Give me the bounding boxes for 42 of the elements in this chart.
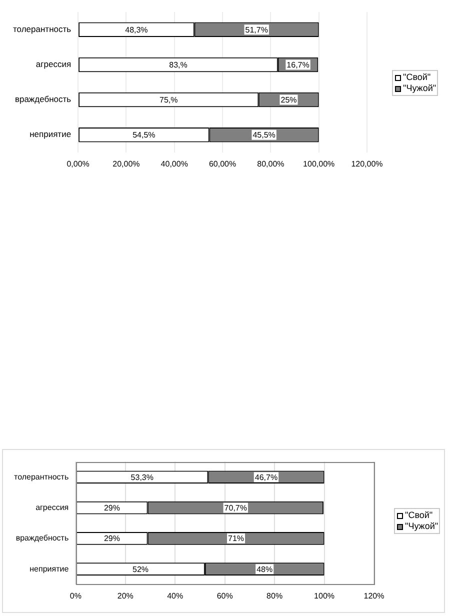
data-label: 52% [132, 564, 149, 574]
x-tick-label: 120% [364, 591, 384, 600]
y-tick-label: враждебность [16, 534, 69, 543]
y-tick-label: толерантность [14, 472, 69, 482]
text: "Свой" [405, 510, 433, 521]
y-tick-label: агрессия [36, 59, 72, 70]
data-label: 25% [280, 95, 297, 104]
x-tick-label: 80% [266, 591, 283, 600]
x-tick-label: 20% [117, 591, 134, 600]
data-label: 29% [104, 534, 120, 544]
data-label: 53,3% [130, 472, 154, 482]
x-tick-label: 20,00% [112, 159, 140, 168]
x-tick-label: 100,00% [303, 159, 335, 168]
x-tick-label: 60,00% [208, 159, 236, 168]
x-tick-label: 0,00% [66, 159, 90, 168]
legend-label: "Чужой" [405, 521, 438, 532]
data-label: 16,7% [286, 60, 310, 70]
data-label: 45,5% [252, 130, 276, 140]
x-tick-label: 80,00% [257, 159, 284, 168]
data-label: 71% [228, 534, 244, 544]
y-tick-label: неприятие [30, 129, 72, 140]
data-label: 46,7% [254, 472, 278, 482]
x-tick-label: 60% [216, 591, 233, 600]
data-label: 48,3% [125, 25, 148, 34]
data-label: 54,5% [132, 130, 156, 140]
data-label: 51,7% [245, 25, 268, 34]
y-tick-label: агрессия [36, 502, 69, 512]
x-tick-label: 120,00% [351, 159, 383, 168]
legend-label: "Чужой" [403, 83, 436, 94]
data-label: 29% [104, 503, 120, 512]
data-label: 70,7% [224, 503, 247, 512]
y-tick-label: толерантность [12, 24, 72, 34]
x-tick-label: 40% [167, 591, 184, 600]
text: "Свой" [403, 72, 431, 83]
y-tick-label: враждебность [14, 94, 72, 104]
x-tick-label: 40,00% [160, 159, 188, 168]
data-label: 83,% [169, 60, 188, 70]
data-label: 75,% [159, 95, 178, 104]
x-tick-label: 0% [70, 591, 82, 600]
y-tick-label: неприятие [30, 564, 70, 574]
data-label: 48% [256, 564, 273, 574]
x-tick-label: 100% [314, 591, 335, 600]
